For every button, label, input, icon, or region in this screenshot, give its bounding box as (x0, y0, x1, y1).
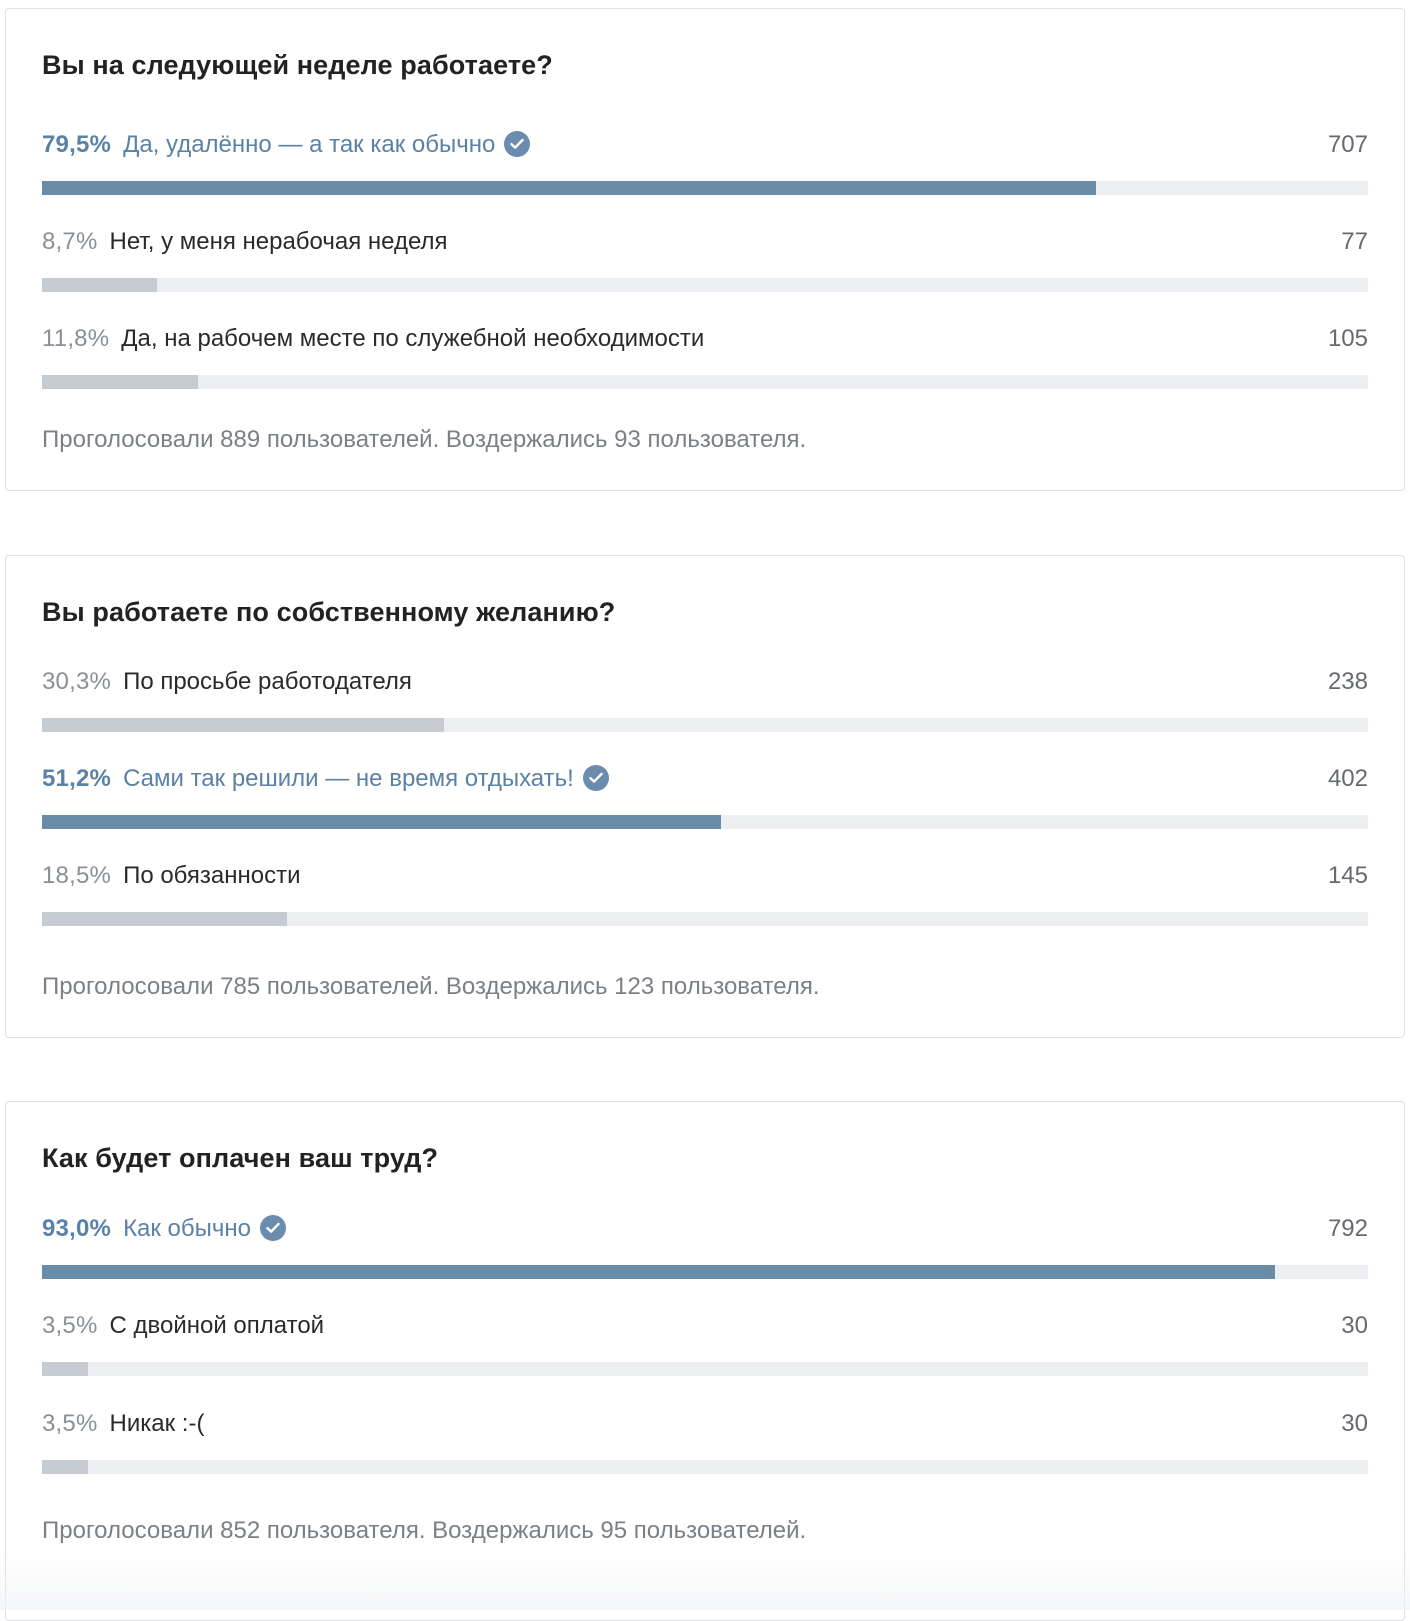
poll-answer[interactable]: 51,2% Сами так решили — не время отдыхать… (42, 761, 1368, 841)
answer-progress-track (42, 1265, 1368, 1279)
poll-answer[interactable]: 79,5% Да, удалённо — а так как обычно 707 (42, 127, 1368, 207)
answer-progress-fill (42, 375, 199, 389)
poll-card: Вы работаете по собственному желанию? 30… (5, 555, 1405, 1038)
poll-question: Как будет оплачен ваш труд? (42, 1143, 439, 1173)
answer-progress-track (42, 181, 1368, 195)
answer-progress-fill (42, 815, 721, 829)
poll-card: Вы на следующей неделе работаете? 79,5% Д… (5, 8, 1405, 491)
poll-answer[interactable]: 30,3% По просьбе работодателя 238 (42, 664, 1368, 744)
answer-vote-count: 707 (1327, 131, 1368, 158)
answer-vote-count: 77 (1341, 228, 1368, 255)
poll-answer[interactable]: 11,8% Да, на рабочем месте по служебной н… (42, 321, 1368, 401)
answer-progress-fill (42, 718, 444, 732)
answer-progress-fill (42, 1265, 1276, 1279)
answer-progress-fill (42, 278, 158, 292)
answer-label: По просьбе работодателя (123, 668, 412, 695)
answer-progress-track (42, 278, 1368, 292)
answer-vote-count: 105 (1327, 325, 1368, 352)
answer-vote-count: 145 (1327, 862, 1368, 889)
answer-label: По обязанности (123, 862, 301, 889)
answer-progress-track (42, 375, 1368, 389)
answer-percent: 30,3% (42, 668, 112, 695)
answer-vote-count: 30 (1341, 1312, 1368, 1339)
poll-answer[interactable]: 8,7% Нет, у меня нерабочая неделя 77 (42, 224, 1368, 304)
answer-vote-count: 402 (1327, 765, 1368, 792)
answer-vote-count: 238 (1327, 668, 1368, 695)
answer-percent: 3,5% (42, 1312, 98, 1339)
poll-question: Вы на следующей неделе работаете? (42, 50, 553, 80)
answer-progress-fill (42, 1362, 89, 1376)
answer-progress-track (42, 718, 1368, 732)
answer-percent: 8,7% (42, 228, 98, 255)
check-circle-icon (582, 764, 609, 791)
answer-label: Да, удалённо — а так как обычно (123, 131, 496, 158)
poll-answer[interactable]: 3,5% С двойной оплатой 30 (42, 1308, 1368, 1388)
answer-label: Нет, у меня нерабочая неделя (109, 228, 448, 255)
answer-percent: 3,5% (42, 1410, 98, 1437)
poll-answer[interactable]: 3,5% Никак :-( 30 (42, 1406, 1368, 1486)
answer-label: Да, на рабочем месте по служебной необхо… (121, 325, 705, 352)
answer-percent: 93,0% (42, 1215, 112, 1242)
poll-question: Вы работаете по собственному желанию? (42, 597, 616, 627)
answer-progress-track (42, 912, 1368, 926)
poll-summary: Проголосовали 852 пользователя. Воздержа… (42, 1517, 807, 1544)
answer-percent: 11,8% (42, 325, 110, 352)
answer-progress-fill (42, 1460, 89, 1474)
answer-percent: 18,5% (42, 862, 112, 889)
poll-answer[interactable]: 18,5% По обязанности 145 (42, 858, 1368, 938)
answer-progress-fill (42, 912, 288, 926)
answer-progress-track (42, 815, 1368, 829)
answer-vote-count: 30 (1341, 1410, 1368, 1437)
check-circle-icon (260, 1214, 287, 1241)
answer-percent: 79,5% (42, 131, 112, 158)
answer-vote-count: 792 (1327, 1215, 1368, 1242)
check-circle-icon (504, 130, 531, 157)
answer-label: Сами так решили — не время отдыхать! (123, 765, 574, 792)
poll-card: Как будет оплачен ваш труд? 93,0% Как обы… (5, 1101, 1405, 1621)
answer-percent: 51,2% (42, 765, 112, 792)
answer-progress-track (42, 1460, 1368, 1474)
poll-answer[interactable]: 93,0% Как обычно 792 (42, 1211, 1368, 1291)
answer-label: Как обычно (123, 1215, 252, 1242)
poll-summary: Проголосовали 889 пользователей. Воздерж… (42, 426, 807, 453)
poll-summary: Проголосовали 785 пользователей. Воздерж… (42, 973, 820, 1000)
answer-label: Никак :-( (109, 1410, 205, 1437)
answer-progress-track (42, 1362, 1368, 1376)
answer-progress-fill (42, 181, 1097, 195)
answer-label: С двойной оплатой (109, 1312, 325, 1339)
